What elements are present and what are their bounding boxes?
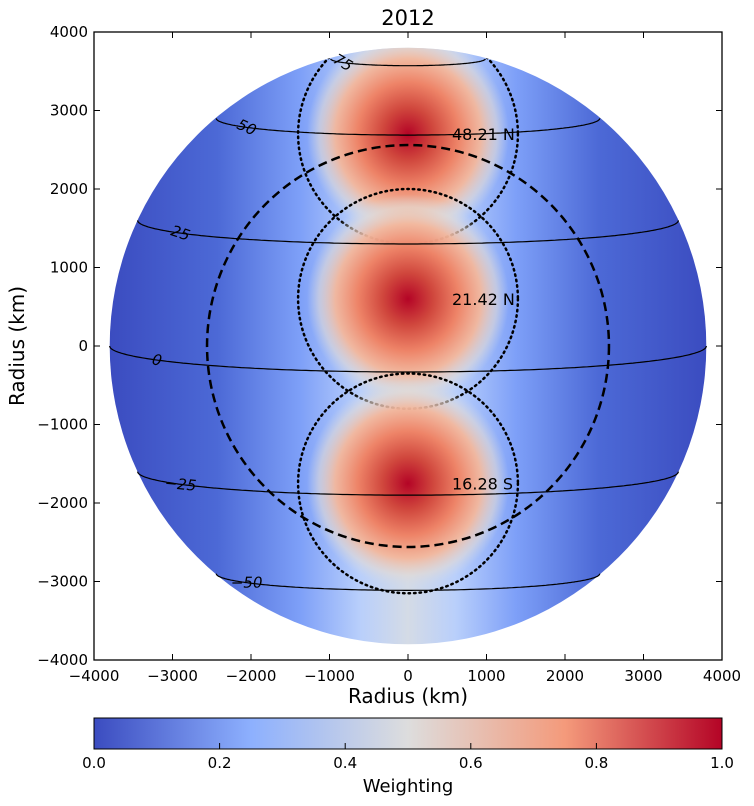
latitude-contour-1 — [215, 118, 601, 136]
x-tick-label-8: 4000 — [703, 667, 741, 685]
x-tick-label-3: −1000 — [304, 667, 355, 685]
y-tick-label-3: −1000 — [37, 416, 88, 434]
x-tick-label-2: −2000 — [226, 667, 277, 685]
y-tick-label-0: −4000 — [37, 651, 88, 669]
beam-label-1: 21.42 N — [452, 290, 515, 309]
colorbar-tick-label-3: 0.6 — [459, 754, 483, 772]
latitude-contour-0 — [330, 58, 486, 67]
y-tick-label-4: 0 — [78, 337, 88, 355]
colorbar-label: Weighting — [363, 776, 454, 797]
y-tick-label-6: 2000 — [50, 180, 88, 198]
x-axis-label: Radius (km) — [348, 684, 468, 708]
beam-footprints — [296, 47, 520, 595]
latitude-contour-label-5: −50 — [231, 574, 263, 592]
colorbar-tick-label-2: 0.4 — [333, 754, 357, 772]
beam-label-0: 48.21 N — [452, 125, 515, 144]
colorbar: 0.0 0.2 0.4 0.6 0.8 1.0 Weighting — [82, 717, 734, 797]
latitude-contour-label-2: 25 — [169, 222, 193, 245]
x-tick-label-6: 2000 — [546, 667, 584, 685]
latitude-contour-3 — [109, 346, 707, 373]
beam-heat-1 — [306, 194, 510, 404]
colorbar-tick-label-4: 0.8 — [584, 754, 608, 772]
chart-title: 2012 — [381, 6, 434, 30]
colorbar-tick-label-5: 1.0 — [710, 754, 734, 772]
y-tick-label-5: 1000 — [50, 259, 88, 277]
x-tick-label-5: 1000 — [467, 667, 505, 685]
colorbar-gradient-bar — [93, 717, 723, 750]
colorbar-tick-label-0: 0.0 — [82, 754, 106, 772]
beam-label-2: 16.28 S — [452, 474, 513, 493]
beam-heat-0 — [306, 47, 510, 239]
x-tick-label-0: −4000 — [69, 667, 120, 685]
x-tick-label-4: 0 — [403, 667, 413, 685]
y-tick-label-2: −2000 — [37, 494, 88, 512]
latitude-contour-label-3: 0 — [150, 350, 163, 370]
colorbar-tick-label-1: 0.2 — [208, 754, 232, 772]
inner-dashed-circle — [205, 143, 611, 549]
latitude-contour-5 — [215, 573, 601, 592]
colorbar-ticks: 0.0 0.2 0.4 0.6 0.8 1.0 — [82, 743, 734, 772]
latitude-contour-label-4: −25 — [164, 474, 197, 495]
beam-footprint-outline-2 — [296, 372, 520, 595]
y-tick-label-7: 3000 — [50, 102, 88, 120]
y-axis-label: Radius (km) — [5, 286, 29, 406]
x-tick-label-7: 3000 — [624, 667, 662, 685]
y-tick-label-1: −3000 — [37, 573, 88, 591]
y-axis-ticks: −4000 −3000 −2000 −1000 0 1000 2000 3000 4000 — [37, 23, 722, 669]
latitude-contour-2 — [137, 220, 679, 245]
x-axis-ticks: −4000 −3000 −2000 −1000 0 1000 2000 3000 4000 — [69, 32, 741, 685]
y-tick-label-8: 4000 — [50, 23, 88, 41]
beam-heat-2 — [306, 378, 510, 588]
x-tick-label-1: −3000 — [147, 667, 198, 685]
latitude-contour-4 — [137, 471, 679, 496]
